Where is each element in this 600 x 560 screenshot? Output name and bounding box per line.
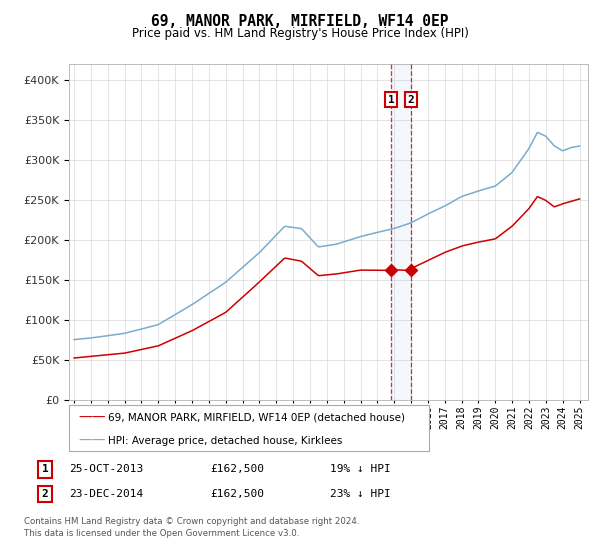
Text: ——: ——: [78, 410, 106, 424]
Text: This data is licensed under the Open Government Licence v3.0.: This data is licensed under the Open Gov…: [24, 529, 299, 538]
Text: 69, MANOR PARK, MIRFIELD, WF14 0EP (detached house): 69, MANOR PARK, MIRFIELD, WF14 0EP (deta…: [108, 413, 405, 423]
Text: Price paid vs. HM Land Registry's House Price Index (HPI): Price paid vs. HM Land Registry's House …: [131, 27, 469, 40]
Text: 23% ↓ HPI: 23% ↓ HPI: [330, 489, 391, 499]
Text: 1: 1: [388, 95, 395, 105]
Text: £162,500: £162,500: [210, 489, 264, 499]
Text: HPI: Average price, detached house, Kirklees: HPI: Average price, detached house, Kirk…: [108, 436, 343, 446]
Text: 1: 1: [41, 464, 49, 474]
Text: 2: 2: [407, 95, 414, 105]
Text: ——: ——: [78, 433, 106, 447]
Text: 2: 2: [41, 489, 49, 499]
Text: Contains HM Land Registry data © Crown copyright and database right 2024.: Contains HM Land Registry data © Crown c…: [24, 517, 359, 526]
Text: 19% ↓ HPI: 19% ↓ HPI: [330, 464, 391, 474]
Text: 23-DEC-2014: 23-DEC-2014: [69, 489, 143, 499]
Bar: [391, 64, 411, 400]
Text: 69, MANOR PARK, MIRFIELD, WF14 0EP: 69, MANOR PARK, MIRFIELD, WF14 0EP: [151, 14, 449, 29]
Text: 25-OCT-2013: 25-OCT-2013: [69, 464, 143, 474]
Text: £162,500: £162,500: [210, 464, 264, 474]
